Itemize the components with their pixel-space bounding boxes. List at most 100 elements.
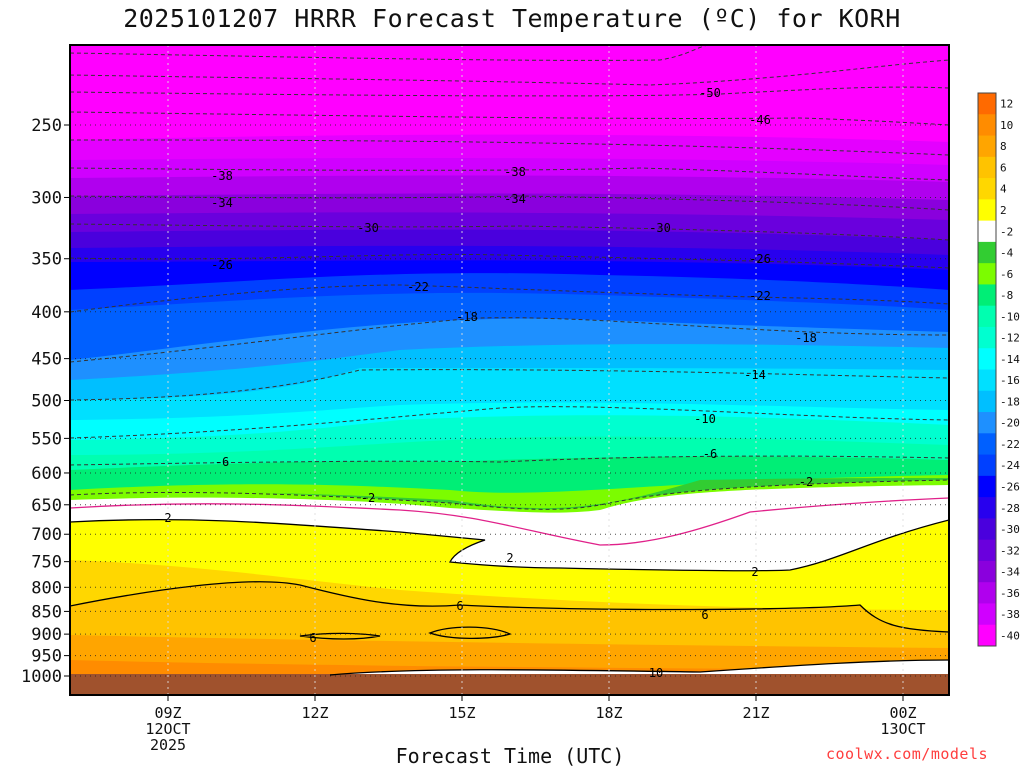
x-tick-label: 09Z (154, 704, 181, 722)
y-tick-label: 350 (31, 250, 62, 270)
colorbar-swatch (978, 433, 996, 456)
colorbar-swatch (978, 412, 996, 434)
contour-label: -6 (215, 455, 229, 469)
contour-label: -2 (799, 475, 813, 489)
contour-label: -10 (694, 412, 716, 426)
colorbar-label: -16 (1000, 374, 1020, 387)
colorbar-swatch (978, 560, 996, 583)
colorbar-swatch (978, 93, 996, 115)
colorbar-swatch (978, 582, 996, 604)
colorbar-frame (977, 92, 997, 647)
colorbar-label: -32 (1000, 544, 1020, 557)
contour-label: -2 (361, 491, 375, 505)
chart-title: 2025101207 HRRR Forecast Temperature (ºC… (123, 4, 901, 33)
colorbar-swatch (978, 539, 996, 562)
contour-label: 2 (506, 551, 513, 565)
colorbar-swatch (978, 114, 996, 137)
contour-label: -26 (211, 258, 233, 272)
x-tick-label: 12Z (301, 704, 328, 722)
colorbar-label: -40 (1000, 629, 1020, 642)
y-tick-label: 250 (31, 116, 62, 136)
colorbar-label: -28 (1000, 502, 1020, 515)
y-tick-label: 950 (31, 647, 62, 667)
colorbar-swatch (978, 518, 996, 541)
plot-frame (69, 44, 950, 696)
colorbar-label: -14 (1000, 353, 1020, 366)
contour-label: -38 (211, 169, 233, 183)
y-tick-label: 450 (31, 350, 62, 370)
contour-label: -50 (699, 86, 721, 100)
contour-label: 2 (164, 511, 171, 525)
grid-lines (70, 45, 949, 695)
colorbar-swatch (978, 369, 996, 392)
colorbar-label: 12 (1000, 98, 1013, 111)
colorbar-label: -20 (1000, 417, 1020, 430)
colorbar-swatch (978, 220, 996, 243)
y-tick-label: 700 (31, 525, 62, 545)
contour-label: -6 (703, 447, 717, 461)
colorbar-label: -36 (1000, 587, 1020, 600)
y-tick-label: 550 (31, 429, 62, 449)
colorbar-swatch (978, 603, 996, 626)
contour-label: -26 (749, 252, 771, 266)
x-tick-label: 15Z (448, 704, 475, 722)
colorbar-swatch (978, 305, 996, 328)
contour-label: 6 (456, 599, 463, 613)
x-tick-label: 18Z (595, 704, 622, 722)
colorbar-label: -18 (1000, 395, 1020, 408)
x-tick-label: 21Z (742, 704, 769, 722)
colorbar-swatch (978, 326, 996, 349)
contour-label: -34 (504, 192, 526, 206)
x-axis-label: Forecast Time (UTC) (395, 744, 625, 768)
contour-label: 10 (649, 666, 663, 680)
contour-label: 6 (309, 631, 316, 645)
colorbar-swatch (978, 497, 996, 519)
colorbar-swatch (978, 263, 996, 285)
x-tick-label: 00Z (889, 704, 916, 722)
colorbar-label: 2 (1000, 204, 1007, 217)
contour-lines (70, 45, 949, 676)
colorbar-label: 4 (1000, 183, 1007, 196)
contour-label: -30 (357, 221, 379, 235)
colorbar-label: -30 (1000, 523, 1020, 536)
y-tick-label: 500 (31, 392, 62, 412)
x-tick-label: 13OCT (880, 720, 925, 738)
x-tick-label: 2025 (150, 736, 186, 754)
colorbar-swatch (978, 178, 996, 200)
colorbar-label: -4 (1000, 247, 1014, 260)
colorbar-label: -34 (1000, 566, 1020, 579)
colorbar-label: -38 (1000, 608, 1020, 621)
colorbar-label: 10 (1000, 119, 1013, 132)
contour-label: -14 (744, 368, 766, 382)
temperature-field (70, 45, 949, 695)
contour-label: -22 (749, 289, 771, 303)
colorbar-label: -2 (1000, 225, 1013, 238)
colorbar-label: -6 (1000, 268, 1013, 281)
colorbar-swatch (978, 454, 996, 477)
y-tick-label: 650 (31, 496, 62, 516)
contour-label: -30 (649, 221, 671, 235)
colorbar-label: -12 (1000, 332, 1020, 345)
colorbar-label: -26 (1000, 480, 1020, 493)
colorbar-label: -24 (1000, 459, 1020, 472)
y-tick-label: 400 (31, 303, 62, 323)
colorbar-label: 8 (1000, 140, 1007, 153)
colorbar-swatch (978, 199, 996, 222)
colorbar-label: -8 (1000, 289, 1013, 302)
contour-label: -38 (504, 165, 526, 179)
contour-label: -22 (407, 280, 429, 294)
contour-label: 6 (701, 608, 708, 622)
colorbar-label: -22 (1000, 438, 1020, 451)
colorbar-swatch (978, 284, 996, 307)
y-axis: 250 300 350 400 450 500 550 600 650 700 750 800 850 9… (21, 116, 70, 687)
colorbar-label: -10 (1000, 310, 1020, 323)
colorbar-swatch (978, 348, 996, 370)
contour-label: -34 (211, 196, 233, 210)
y-tick-label: 1000 (21, 667, 62, 687)
contour-label: 2 (751, 565, 758, 579)
colorbar-label: 6 (1000, 161, 1007, 174)
contour-label: -46 (749, 113, 771, 127)
contour-label: -18 (456, 310, 478, 324)
